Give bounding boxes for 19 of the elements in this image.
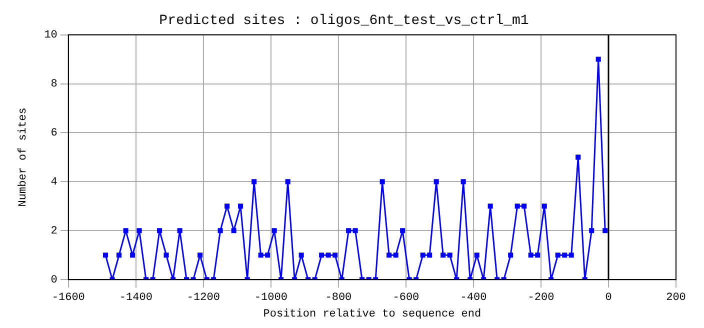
x-tick-label: -600	[392, 292, 420, 304]
x-tick-label: -800	[325, 292, 352, 304]
x-axis-title: Position relative to sequence end	[263, 308, 482, 320]
y-tick-label: 10	[44, 30, 58, 42]
x-tick-label: 0	[605, 292, 612, 304]
y-tick-label: 0	[50, 274, 58, 287]
x-tick-label: -1400	[119, 292, 152, 304]
y-tick-label: 8	[50, 78, 58, 91]
y-tick-label: 6	[50, 128, 58, 140]
x-tick-label: -1000	[254, 292, 288, 304]
y-tick-label: 2	[50, 226, 58, 238]
chart-title: Predicted sites : oligos_6nt_test_vs_ctrl_m1	[159, 13, 529, 30]
y-tick-label: 4	[50, 176, 58, 189]
x-tick-label: -400	[460, 292, 487, 304]
x-tick-label: -1200	[186, 292, 220, 304]
x-tick-label: 200	[666, 292, 686, 304]
x-tick-label: -1600	[52, 292, 85, 304]
y-axis-title: Number of sites	[18, 108, 30, 207]
x-tick-label: -200	[528, 292, 554, 304]
